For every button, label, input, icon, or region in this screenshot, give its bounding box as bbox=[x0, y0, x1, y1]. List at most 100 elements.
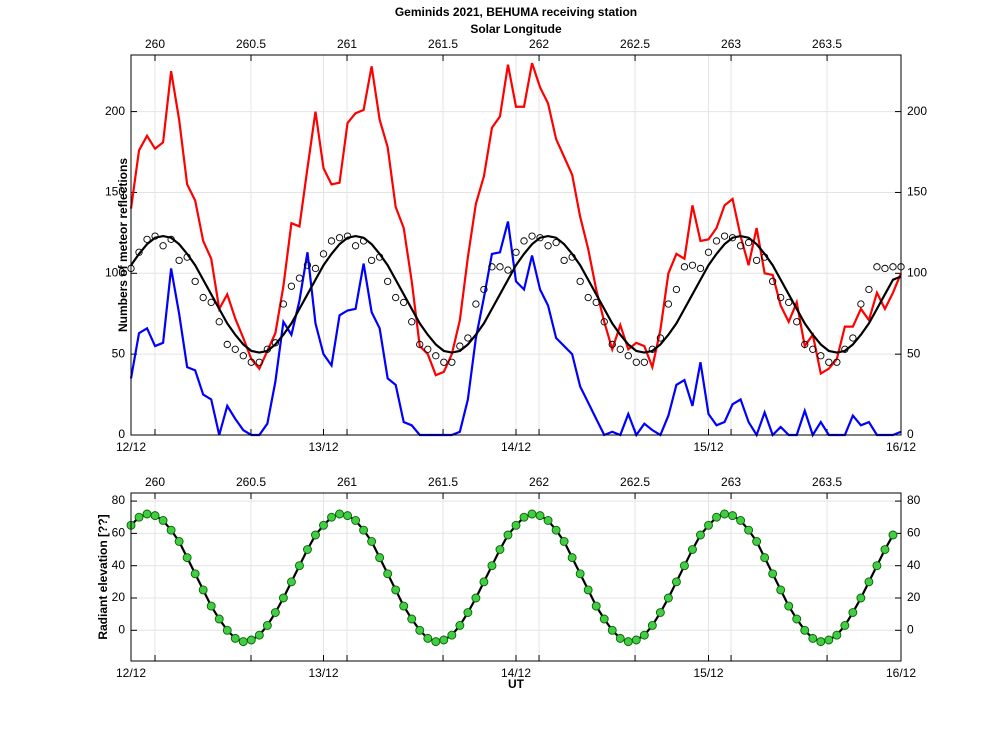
data-point bbox=[175, 256, 183, 265]
data-point bbox=[432, 352, 440, 360]
x2-tick-label: 263.5 bbox=[812, 475, 842, 489]
data-point bbox=[720, 232, 729, 240]
data-point bbox=[801, 340, 809, 349]
data-point bbox=[679, 561, 689, 571]
y2-tick-label: 200 bbox=[907, 104, 927, 118]
data-point bbox=[793, 318, 801, 326]
y-tick-label: 200 bbox=[105, 104, 125, 118]
data-point bbox=[143, 235, 151, 243]
x-tick-label: 13/12 bbox=[308, 666, 338, 680]
data-point bbox=[471, 593, 481, 603]
data-point bbox=[688, 261, 697, 269]
y-axis-label: Radiant elevation [??] bbox=[96, 514, 110, 639]
x2-tick-label: 261.5 bbox=[428, 37, 458, 51]
data-point bbox=[656, 334, 665, 342]
data-point bbox=[384, 277, 392, 286]
data-point bbox=[873, 263, 881, 271]
data-point bbox=[231, 345, 239, 353]
data-point bbox=[632, 358, 640, 366]
y-tick-label: 150 bbox=[105, 185, 125, 199]
data-point bbox=[166, 525, 176, 535]
data-point bbox=[407, 614, 417, 624]
data-point bbox=[664, 300, 673, 308]
y2-tick-label: 50 bbox=[907, 346, 921, 360]
data-point bbox=[672, 285, 681, 294]
data-point bbox=[688, 545, 697, 554]
data-point bbox=[198, 585, 208, 595]
data-point bbox=[744, 238, 753, 247]
data-point bbox=[848, 608, 858, 617]
y-axis-label: Numbers of meteor reflections bbox=[116, 158, 130, 332]
data-point bbox=[343, 511, 353, 521]
data-point bbox=[639, 630, 649, 640]
data-point bbox=[712, 512, 721, 522]
data-point bbox=[327, 237, 336, 245]
data-point bbox=[560, 256, 568, 265]
data-point bbox=[278, 593, 288, 603]
data-point bbox=[519, 512, 529, 522]
data-point bbox=[615, 633, 625, 643]
data-point bbox=[319, 520, 328, 530]
x2-tick-label: 260.5 bbox=[236, 475, 266, 489]
data-point bbox=[254, 630, 264, 640]
x-axis-label: UT bbox=[508, 677, 525, 691]
data-point bbox=[222, 625, 232, 635]
data-point bbox=[808, 633, 818, 643]
x2-tick-label: 262 bbox=[529, 475, 549, 489]
y-tick-label: 50 bbox=[112, 346, 126, 360]
data-point bbox=[833, 358, 841, 366]
data-point bbox=[752, 256, 761, 265]
data-point bbox=[647, 621, 657, 630]
data-point bbox=[215, 318, 223, 326]
data-point bbox=[744, 525, 754, 535]
y2-tick-label: 40 bbox=[907, 558, 921, 572]
data-point bbox=[206, 601, 216, 611]
data-point bbox=[408, 318, 416, 326]
data-point bbox=[375, 553, 385, 563]
data-point bbox=[480, 285, 488, 294]
data-point bbox=[856, 593, 866, 603]
data-point bbox=[599, 614, 609, 624]
data-point bbox=[431, 637, 441, 647]
data-point bbox=[784, 601, 794, 611]
data-point bbox=[399, 601, 409, 611]
data-point bbox=[472, 300, 480, 308]
data-point bbox=[551, 525, 561, 535]
data-point bbox=[239, 352, 247, 360]
x2-tick-label: 260 bbox=[145, 475, 165, 489]
data-point bbox=[623, 637, 633, 647]
data-point bbox=[680, 263, 689, 271]
data-point bbox=[464, 334, 472, 342]
data-point bbox=[311, 264, 320, 273]
data-point bbox=[567, 553, 577, 563]
data-point bbox=[311, 530, 320, 540]
data-point bbox=[447, 630, 457, 640]
x-tick-label: 15/12 bbox=[693, 666, 723, 680]
data-point bbox=[655, 608, 665, 617]
data-point bbox=[752, 537, 762, 546]
data-point bbox=[864, 577, 874, 587]
data-point bbox=[392, 293, 400, 302]
data-point bbox=[303, 261, 312, 269]
y2-tick-label: 100 bbox=[907, 265, 927, 279]
y-tick-label: 0 bbox=[118, 427, 125, 441]
x-tick-label: 12/12 bbox=[116, 666, 146, 680]
data-point bbox=[552, 238, 560, 247]
x-tick-label: 14/12 bbox=[501, 440, 531, 454]
data-point bbox=[640, 358, 648, 366]
y-tick-label: 0 bbox=[118, 622, 125, 636]
y-tick-label: 20 bbox=[112, 590, 126, 604]
data-point bbox=[158, 516, 168, 525]
data-point bbox=[728, 511, 738, 521]
data-point bbox=[424, 345, 432, 353]
y-tick-label: 60 bbox=[112, 526, 126, 540]
data-point bbox=[182, 553, 192, 563]
data-point bbox=[809, 345, 817, 353]
y-tick-label: 40 bbox=[112, 558, 126, 572]
y-tick-label: 80 bbox=[112, 493, 126, 507]
data-point bbox=[543, 516, 553, 525]
data-point bbox=[720, 509, 729, 519]
data-point bbox=[303, 545, 312, 554]
x2-tick-label: 262 bbox=[529, 37, 549, 51]
